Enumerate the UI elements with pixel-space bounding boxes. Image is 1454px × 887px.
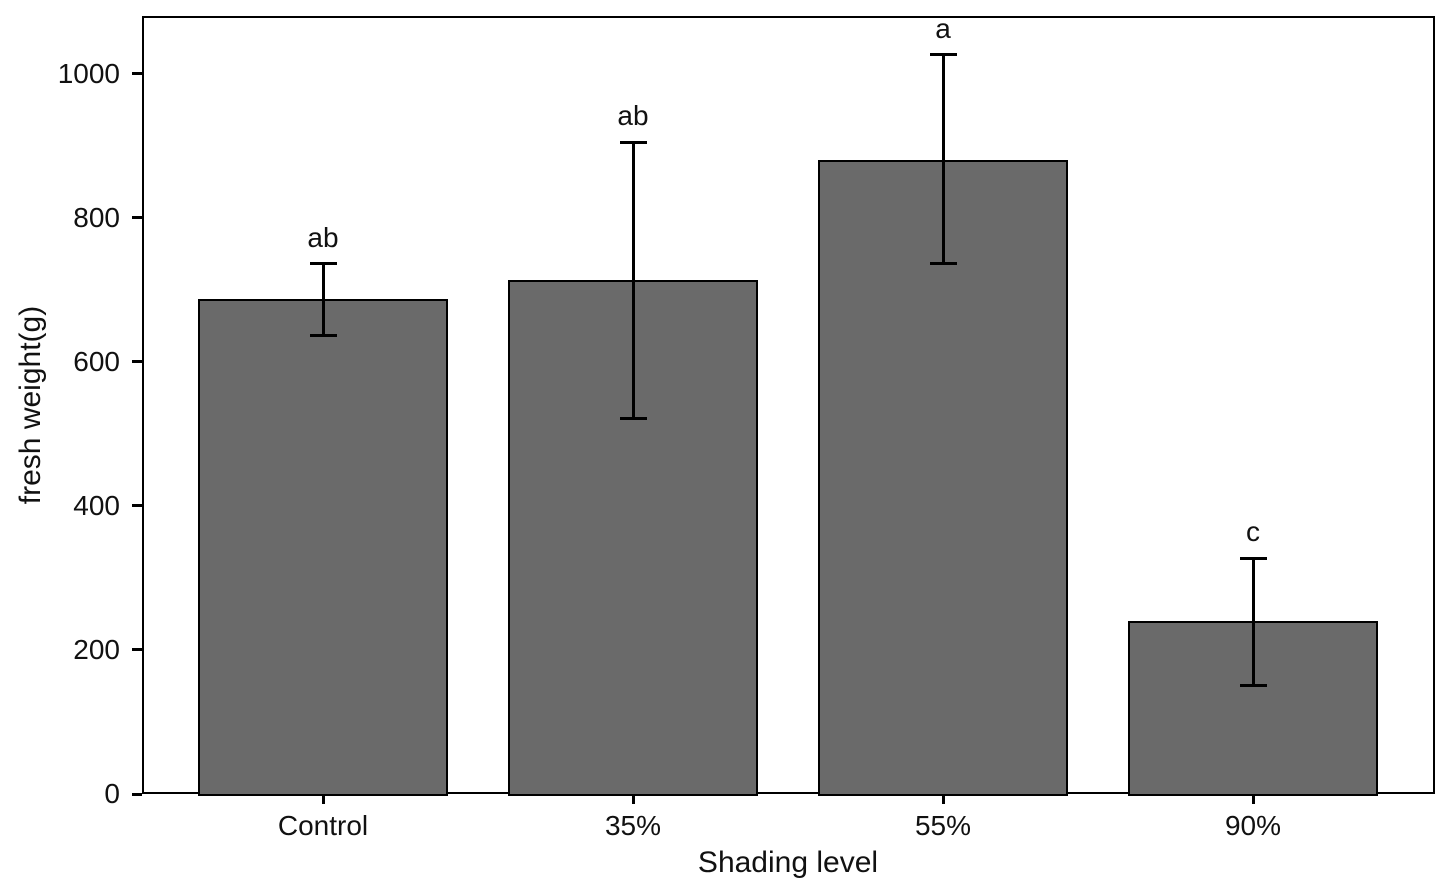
- error-bar-cap-bottom: [309, 334, 337, 338]
- x-tick-label: 55%: [914, 810, 972, 841]
- bar: [818, 160, 1068, 796]
- error-bar-line: [1251, 558, 1255, 686]
- y-tick-label: 400: [73, 489, 120, 521]
- error-bar-cap-top: [619, 140, 647, 144]
- error-bar-cap-top: [1239, 556, 1267, 560]
- error-bar-line: [321, 263, 325, 336]
- y-tick-label: 800: [73, 201, 120, 233]
- x-tick-label: 35%: [604, 810, 662, 841]
- error-bar-cap-top: [309, 262, 337, 266]
- error-bar-cap-bottom: [619, 417, 647, 421]
- y-tick-label: 1000: [57, 57, 120, 89]
- y-tick-label: 600: [73, 345, 120, 377]
- x-axis-title: Shading level: [697, 846, 879, 879]
- significance-letter: a: [935, 12, 951, 44]
- x-tick-mark: [631, 794, 635, 804]
- error-bar-line: [941, 54, 945, 264]
- x-tick-label: Control: [277, 810, 369, 841]
- error-bar-cap-bottom: [929, 262, 957, 266]
- error-bar-line: [631, 142, 635, 419]
- y-tick-mark: [132, 72, 142, 76]
- y-tick-mark: [132, 360, 142, 364]
- significance-letter: ab: [307, 221, 339, 253]
- x-tick-label: 90%: [1224, 810, 1282, 841]
- x-tick-mark: [941, 794, 945, 804]
- y-tick-mark: [132, 648, 142, 652]
- significance-letter: ab: [617, 100, 649, 132]
- bar: [198, 299, 448, 796]
- y-tick-label: 0: [104, 778, 120, 809]
- x-tick-mark: [1251, 794, 1255, 804]
- y-tick-label: 200: [73, 633, 120, 665]
- error-bar-cap-bottom: [1239, 683, 1267, 687]
- y-tick-mark: [132, 792, 142, 796]
- significance-letter: c: [1246, 516, 1260, 548]
- y-axis-title: fresh weight(g): [14, 305, 47, 505]
- x-tick-mark: [321, 794, 325, 804]
- y-tick-mark: [132, 504, 142, 508]
- y-tick-mark: [132, 216, 142, 220]
- error-bar-cap-top: [929, 53, 957, 57]
